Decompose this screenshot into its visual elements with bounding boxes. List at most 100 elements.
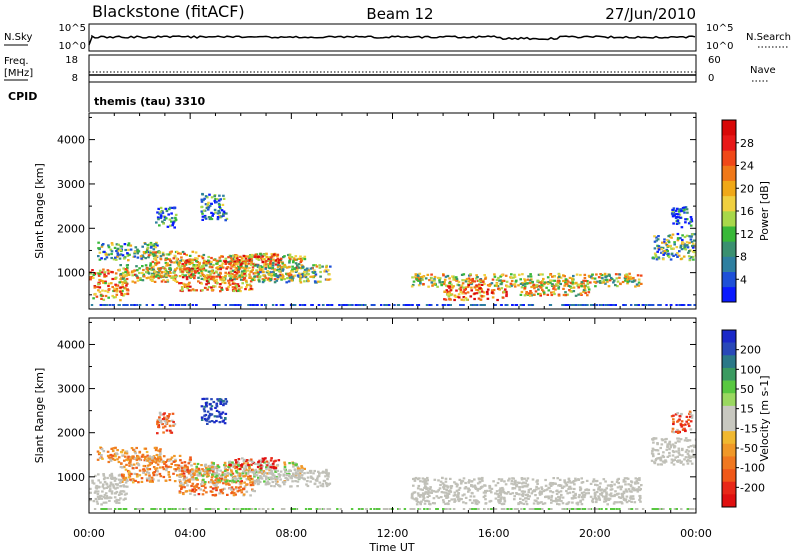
data-cell [450, 498, 453, 501]
data-cell [217, 399, 220, 402]
data-cell [245, 459, 249, 462]
data-cell [693, 233, 696, 236]
data-cell [244, 260, 248, 263]
data-cell [98, 251, 102, 254]
data-cell [116, 253, 120, 256]
data-cell [679, 438, 683, 441]
near-range-cell [251, 304, 255, 306]
data-cell [231, 464, 234, 467]
data-cell [683, 208, 686, 211]
data-cell [89, 487, 92, 490]
nave-tick-high: 60 [708, 55, 721, 66]
data-cell [204, 486, 207, 489]
data-cell [235, 261, 238, 264]
data-cell [115, 500, 119, 503]
near-range-cell [530, 508, 533, 510]
data-cell [171, 224, 174, 227]
data-cell [270, 478, 273, 481]
data-cell [306, 471, 309, 474]
data-cell [270, 457, 273, 460]
data-cell [449, 289, 453, 292]
data-cell [119, 490, 123, 493]
data-cell [162, 426, 165, 429]
data-cell [307, 269, 311, 272]
data-cell [170, 261, 173, 264]
data-cell [214, 472, 217, 475]
data-cell [207, 416, 211, 419]
data-cell [196, 257, 199, 260]
data-cell [183, 486, 186, 489]
data-cell [629, 484, 633, 487]
data-cell [610, 480, 614, 484]
data-cell [439, 480, 443, 483]
data-cell [220, 215, 223, 218]
data-cell [119, 249, 122, 252]
data-cell [125, 463, 128, 466]
data-cell [608, 497, 612, 500]
data-cell [520, 477, 524, 480]
data-cell [457, 488, 461, 491]
data-cell [266, 472, 269, 475]
near-range-cell [174, 304, 178, 306]
data-cell [449, 293, 453, 297]
data-cell [557, 495, 560, 498]
data-cell [252, 480, 255, 483]
data-cell [239, 278, 243, 281]
near-range-cell [145, 304, 148, 306]
data-cell [279, 276, 283, 279]
data-cell [202, 489, 206, 492]
data-cell [264, 264, 267, 268]
data-cell [671, 208, 674, 211]
data-cell [110, 472, 114, 475]
near-range-cell [673, 508, 677, 510]
data-cell [671, 449, 675, 453]
data-cell [194, 266, 198, 269]
data-cell [103, 497, 107, 500]
data-cell [668, 440, 672, 443]
data-cell [681, 428, 685, 431]
data-cell [223, 212, 227, 215]
data-cell [677, 459, 680, 462]
data-cell [200, 282, 203, 285]
data-cell [146, 464, 150, 467]
data-cell [205, 403, 208, 406]
data-cell [467, 277, 471, 280]
data-cell [455, 276, 458, 279]
data-cell [235, 285, 239, 288]
data-cell [559, 496, 562, 499]
data-cell [687, 222, 691, 225]
data-cell [217, 202, 221, 205]
near-range-cell [365, 508, 368, 510]
data-cell [564, 291, 567, 294]
data-cell [211, 487, 215, 490]
data-cell [618, 276, 621, 279]
data-cell [121, 271, 125, 275]
data-cell [447, 485, 450, 488]
data-cell [313, 271, 317, 274]
data-cell [122, 485, 126, 488]
data-cell [462, 477, 466, 480]
data-cell [111, 277, 114, 281]
data-cell [580, 503, 584, 506]
data-cell [273, 269, 277, 272]
data-cell [547, 497, 551, 500]
data-cell [180, 465, 183, 468]
data-cell [303, 273, 307, 276]
data-cell [550, 291, 553, 294]
data-cell [115, 258, 118, 261]
data-cell [443, 290, 446, 293]
data-cell [211, 214, 214, 217]
data-cell [678, 440, 681, 443]
data-cell [106, 485, 110, 488]
data-cell [231, 477, 235, 480]
near-range-cell [360, 304, 364, 306]
data-cell [248, 478, 252, 482]
data-cell [231, 278, 234, 281]
data-cell [233, 480, 236, 483]
near-range-cell [378, 508, 381, 510]
data-cell [97, 255, 100, 258]
data-cell [242, 493, 246, 496]
data-cell [467, 488, 471, 491]
near-range-cell [547, 508, 551, 510]
near-range-cell [373, 508, 376, 510]
